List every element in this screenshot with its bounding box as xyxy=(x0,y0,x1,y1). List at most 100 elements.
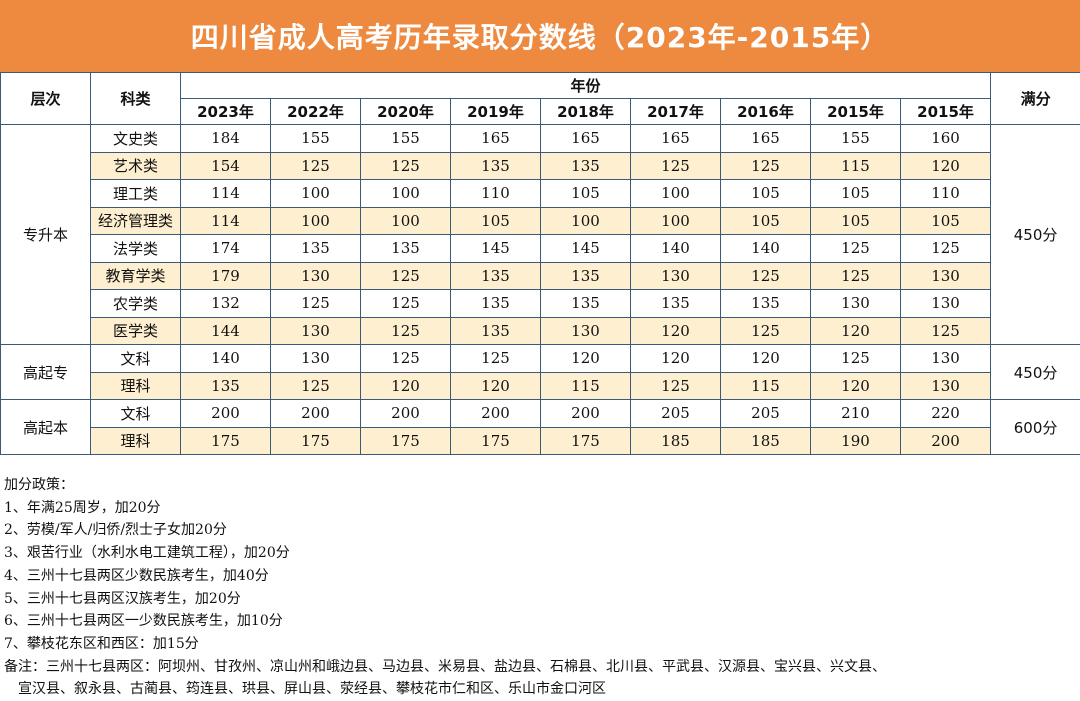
score-cell: 125 xyxy=(361,152,451,180)
header-year: 2017年 xyxy=(631,99,721,125)
score-cell: 135 xyxy=(631,290,721,318)
score-cell: 105 xyxy=(901,207,991,235)
score-cell: 200 xyxy=(271,400,361,428)
score-cell: 185 xyxy=(631,427,721,455)
score-cell: 120 xyxy=(631,317,721,345)
score-cell: 110 xyxy=(901,180,991,208)
score-cell: 125 xyxy=(631,372,721,400)
score-cell: 200 xyxy=(541,400,631,428)
score-cell: 100 xyxy=(271,207,361,235)
score-cell: 144 xyxy=(181,317,271,345)
score-cell: 205 xyxy=(721,400,811,428)
score-cell: 120 xyxy=(901,152,991,180)
score-cell: 100 xyxy=(541,207,631,235)
score-cell: 179 xyxy=(181,262,271,290)
score-cell: 110 xyxy=(451,180,541,208)
score-cell: 130 xyxy=(541,317,631,345)
score-cell: 100 xyxy=(361,207,451,235)
score-cell: 130 xyxy=(271,345,361,373)
score-cell: 130 xyxy=(271,317,361,345)
score-cell: 100 xyxy=(631,207,721,235)
score-cell: 154 xyxy=(181,152,271,180)
score-cell: 135 xyxy=(541,290,631,318)
score-cell: 130 xyxy=(271,262,361,290)
note-line: 宣汉县、叙永县、古蔺县、筠连县、珙县、屏山县、荥经县、攀枝花市仁和区、乐山市金口… xyxy=(4,678,1076,701)
page-title: 四川省成人高考历年录取分数线（2023年-2015年） xyxy=(0,0,1080,72)
score-cell: 120 xyxy=(361,372,451,400)
score-cell: 135 xyxy=(451,152,541,180)
subject-cell: 艺术类 xyxy=(91,152,181,180)
score-cell: 175 xyxy=(451,427,541,455)
score-cell: 135 xyxy=(451,290,541,318)
score-cell: 165 xyxy=(721,125,811,153)
score-cell: 210 xyxy=(811,400,901,428)
score-cell: 160 xyxy=(901,125,991,153)
score-cell: 145 xyxy=(541,235,631,263)
score-cell: 105 xyxy=(721,207,811,235)
score-cell: 135 xyxy=(361,235,451,263)
score-cell: 200 xyxy=(181,400,271,428)
score-cell: 125 xyxy=(901,235,991,263)
score-cell: 125 xyxy=(811,262,901,290)
score-cell: 140 xyxy=(631,235,721,263)
score-cell: 125 xyxy=(361,345,451,373)
note-line: 5、三州十七县两区汉族考生，加20分 xyxy=(4,588,1076,611)
note-line: 2、劳模/军人/归侨/烈士子女加20分 xyxy=(4,519,1076,542)
score-cell: 175 xyxy=(361,427,451,455)
score-cell: 135 xyxy=(451,317,541,345)
level-cell: 高起专 xyxy=(1,345,91,400)
score-cell: 220 xyxy=(901,400,991,428)
score-cell: 105 xyxy=(811,207,901,235)
header-year: 2015年 xyxy=(901,99,991,125)
subject-cell: 文科 xyxy=(91,345,181,373)
header-subject: 科类 xyxy=(91,73,181,125)
score-cell: 125 xyxy=(721,262,811,290)
score-cell: 205 xyxy=(631,400,721,428)
score-cell: 135 xyxy=(541,262,631,290)
score-cell: 145 xyxy=(451,235,541,263)
score-cell: 125 xyxy=(721,152,811,180)
score-cell: 120 xyxy=(811,317,901,345)
score-cell: 120 xyxy=(451,372,541,400)
score-cell: 190 xyxy=(811,427,901,455)
subject-cell: 理科 xyxy=(91,372,181,400)
header-year: 2023年 xyxy=(181,99,271,125)
score-cell: 125 xyxy=(361,317,451,345)
score-cell: 125 xyxy=(271,152,361,180)
score-cell: 165 xyxy=(541,125,631,153)
notes-heading: 加分政策： xyxy=(4,474,1076,497)
score-cell: 175 xyxy=(541,427,631,455)
score-cell: 130 xyxy=(811,290,901,318)
score-cell: 125 xyxy=(811,345,901,373)
subject-cell: 理工类 xyxy=(91,180,181,208)
full-score-cell: 450分 xyxy=(991,345,1080,400)
score-cell: 130 xyxy=(631,262,721,290)
score-cell: 125 xyxy=(271,372,361,400)
score-cell: 105 xyxy=(541,180,631,208)
header-year: 2015年 xyxy=(811,99,901,125)
header-year: 2022年 xyxy=(271,99,361,125)
score-cell: 130 xyxy=(901,372,991,400)
note-line: 1、年满25周岁，加20分 xyxy=(4,497,1076,520)
subject-cell: 医学类 xyxy=(91,317,181,345)
header-level: 层次 xyxy=(1,73,91,125)
full-score-cell: 450分 xyxy=(991,125,1080,345)
score-cell: 120 xyxy=(541,345,631,373)
subject-cell: 理科 xyxy=(91,427,181,455)
score-cell: 185 xyxy=(721,427,811,455)
score-cell: 135 xyxy=(451,262,541,290)
header-year: 2016年 xyxy=(721,99,811,125)
score-cell: 140 xyxy=(721,235,811,263)
score-cell: 125 xyxy=(361,290,451,318)
score-cell: 125 xyxy=(271,290,361,318)
